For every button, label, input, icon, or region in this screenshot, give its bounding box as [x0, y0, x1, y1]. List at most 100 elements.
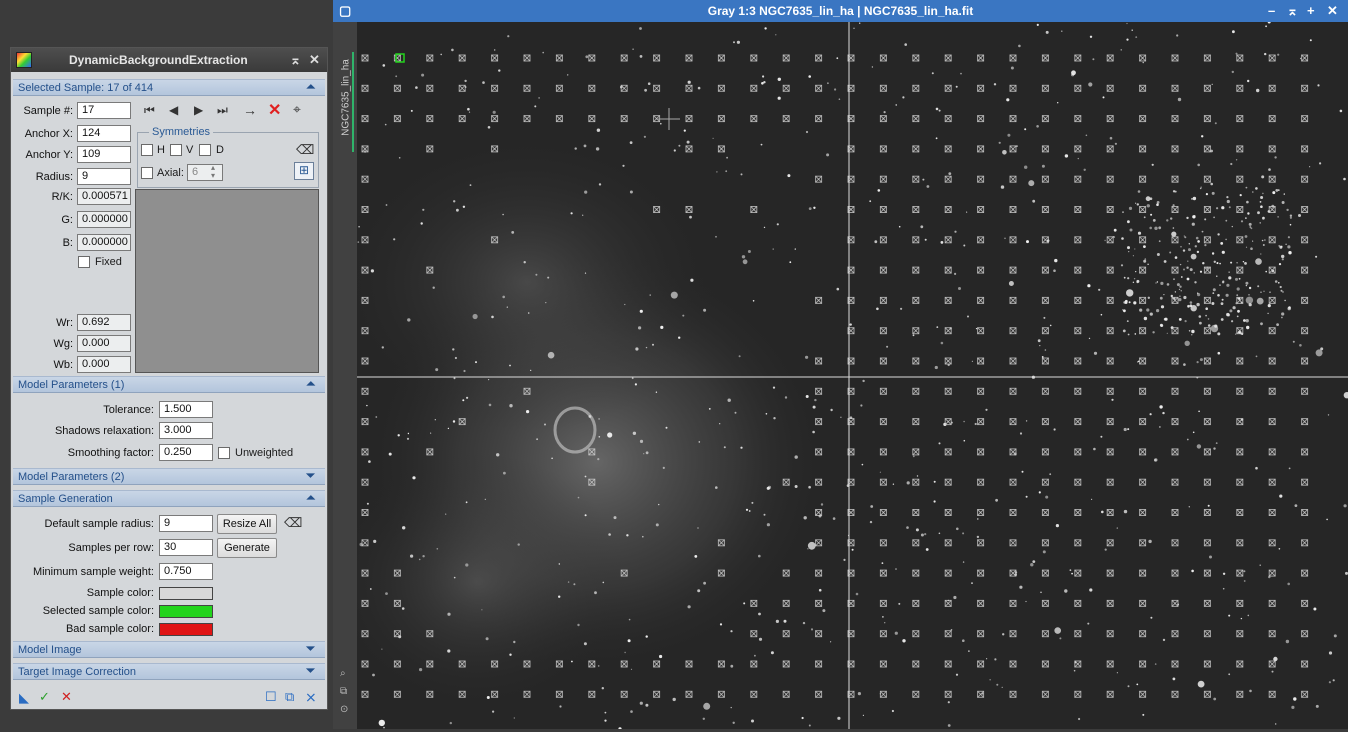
- sample-marker[interactable]: [361, 569, 369, 577]
- unweighted-checkbox[interactable]: [218, 447, 230, 459]
- sample-marker[interactable]: [491, 145, 499, 153]
- image-title-bar[interactable]: ▢ Gray 1:3 NGC7635_lin_ha | NGC7635_lin_…: [333, 0, 1348, 22]
- first-sample-icon[interactable]: ⏮: [144, 103, 155, 117]
- sample-marker[interactable]: [879, 418, 887, 426]
- sample-marker[interactable]: [1171, 569, 1179, 577]
- sample-marker[interactable]: [1203, 296, 1211, 304]
- sample-marker[interactable]: [1041, 478, 1049, 486]
- zoom-icon[interactable]: ⌕: [340, 668, 346, 679]
- sample-marker[interactable]: [361, 175, 369, 183]
- sample-marker[interactable]: [782, 690, 790, 698]
- sample-marker[interactable]: [1203, 478, 1211, 486]
- sample-marker[interactable]: [1268, 54, 1276, 62]
- sample-marker[interactable]: [944, 54, 952, 62]
- sample-marker[interactable]: [1236, 175, 1244, 183]
- sample-marker[interactable]: [1106, 84, 1114, 92]
- sample-marker[interactable]: [1009, 569, 1017, 577]
- sample-marker[interactable]: [1074, 660, 1082, 668]
- sample-marker[interactable]: [1009, 690, 1017, 698]
- sample-marker[interactable]: [815, 599, 823, 607]
- sample-marker[interactable]: [815, 509, 823, 516]
- window-menu-icon[interactable]: ▢: [339, 3, 352, 18]
- sample-marker[interactable]: [944, 509, 952, 516]
- sample-marker[interactable]: [782, 54, 790, 62]
- shadows-relaxation-input[interactable]: 3.000: [159, 422, 213, 439]
- delete-sample-icon[interactable]: ✕: [268, 102, 282, 119]
- sym-h-checkbox[interactable]: [141, 144, 153, 156]
- sample-marker[interactable]: [1009, 660, 1017, 668]
- sample-marker[interactable]: [1139, 539, 1147, 547]
- sample-marker[interactable]: [1203, 509, 1211, 516]
- sample-marker[interactable]: [944, 175, 952, 183]
- sample-marker[interactable]: [1171, 175, 1179, 183]
- sample-marker[interactable]: [1106, 327, 1114, 335]
- sample-marker[interactable]: [491, 115, 499, 123]
- sample-marker[interactable]: [782, 478, 790, 486]
- sample-marker[interactable]: [1268, 175, 1276, 183]
- sample-marker[interactable]: [879, 357, 887, 365]
- sample-marker[interactable]: [1301, 569, 1309, 577]
- sample-marker[interactable]: [977, 115, 985, 123]
- sample-marker[interactable]: [1236, 569, 1244, 577]
- expand-icon[interactable]: ⏷: [306, 470, 315, 482]
- sample-marker[interactable]: [1236, 478, 1244, 486]
- sample-marker[interactable]: [912, 660, 920, 668]
- sample-marker[interactable]: [879, 175, 887, 183]
- sample-marker[interactable]: [912, 266, 920, 274]
- sample-marker[interactable]: [458, 115, 466, 123]
- sample-marker[interactable]: [1041, 690, 1049, 698]
- sample-marker[interactable]: [944, 690, 952, 698]
- sample-marker[interactable]: [1139, 266, 1147, 274]
- sample-marker[interactable]: [912, 569, 920, 577]
- sample-marker[interactable]: [750, 660, 758, 668]
- sample-marker[interactable]: [1106, 175, 1114, 183]
- sample-marker[interactable]: [1268, 84, 1276, 92]
- sample-marker[interactable]: [750, 690, 758, 698]
- sample-marker[interactable]: [1171, 448, 1179, 456]
- sym-d-checkbox[interactable]: [199, 144, 211, 156]
- sample-marker[interactable]: [912, 539, 920, 547]
- sample-marker[interactable]: [879, 327, 887, 335]
- sample-marker[interactable]: [912, 448, 920, 456]
- pan-icon[interactable]: ⊙: [340, 704, 349, 715]
- last-sample-icon[interactable]: ⏭: [217, 103, 228, 117]
- sample-marker[interactable]: [1171, 660, 1179, 668]
- sample-marker[interactable]: [1268, 418, 1276, 426]
- minimize-icon[interactable]: –: [1268, 3, 1276, 18]
- sample-marker[interactable]: [1268, 599, 1276, 607]
- sample-marker[interactable]: [1041, 448, 1049, 456]
- minimum-sample-weight-input[interactable]: 0.750: [159, 563, 213, 580]
- sample-marker[interactable]: [1268, 569, 1276, 577]
- fixed-checkbox[interactable]: [78, 256, 90, 268]
- sample-marker[interactable]: [361, 509, 369, 516]
- sample-marker[interactable]: [1301, 690, 1309, 698]
- sample-marker[interactable]: [1009, 418, 1017, 426]
- sample-marker[interactable]: [1139, 54, 1147, 62]
- reset-samples-icon[interactable]: ⌫: [284, 515, 303, 530]
- sample-marker[interactable]: [1236, 690, 1244, 698]
- sample-marker[interactable]: [458, 660, 466, 668]
- sample-marker[interactable]: [1301, 145, 1309, 153]
- sample-marker[interactable]: [1268, 660, 1276, 668]
- expand-icon[interactable]: ⏷: [306, 665, 315, 677]
- sample-marker[interactable]: [1268, 357, 1276, 365]
- sample-marker[interactable]: [944, 630, 952, 638]
- sample-marker[interactable]: [977, 690, 985, 698]
- sample-marker[interactable]: [1203, 236, 1211, 244]
- sample-marker[interactable]: [361, 418, 369, 426]
- sample-marker[interactable]: [717, 690, 725, 698]
- anchor-x-input[interactable]: 124: [77, 125, 131, 142]
- shade-icon[interactable]: ⌅: [1287, 3, 1298, 18]
- sample-marker[interactable]: [1041, 539, 1049, 547]
- sample-marker[interactable]: [588, 54, 596, 62]
- sample-marker[interactable]: [1301, 84, 1309, 92]
- sample-marker[interactable]: [1171, 84, 1179, 92]
- sample-marker[interactable]: [491, 660, 499, 668]
- sample-num-input[interactable]: 17: [77, 102, 131, 119]
- sample-marker[interactable]: [1236, 327, 1244, 335]
- sample-marker[interactable]: [977, 599, 985, 607]
- sample-marker[interactable]: [944, 296, 952, 304]
- sample-marker[interactable]: [1106, 630, 1114, 638]
- shade-icon[interactable]: ⌅: [290, 52, 301, 67]
- sample-marker[interactable]: [750, 54, 758, 62]
